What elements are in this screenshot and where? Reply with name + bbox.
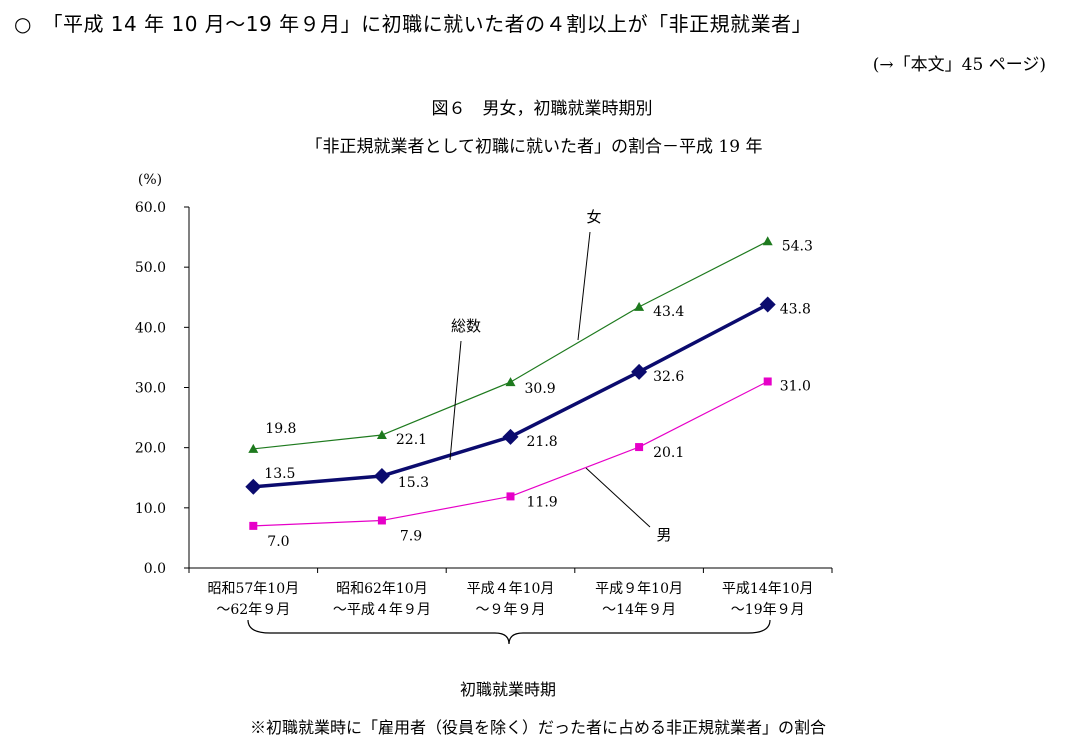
y-tick-label: 20.0 — [135, 441, 166, 457]
figure-title: 図６ 男女，初職就業時期別 — [431, 99, 653, 119]
data-point-marker — [502, 428, 519, 445]
data-label: 11.9 — [527, 494, 558, 510]
data-point-marker — [762, 236, 773, 246]
data-point-marker — [506, 492, 515, 501]
x-tick-label: ～14年９月 — [602, 602, 676, 618]
x-axis-title: 初職就業時期 — [459, 680, 556, 699]
x-tick-label: 平成４年10月 — [467, 581, 555, 597]
footnote: ※初職就業時に「雇用者（役員を除く）だった者に占める非正規就業者」の割合 — [249, 718, 826, 737]
x-tick-label: 平成９年10月 — [595, 581, 683, 597]
data-label: 31.0 — [780, 378, 811, 394]
data-point-marker — [245, 478, 262, 495]
series-line — [253, 302, 769, 489]
data-label: 43.4 — [653, 304, 684, 320]
y-tick-label: 0.0 — [144, 561, 166, 577]
x-tick-label: 昭和57年10月 — [207, 581, 299, 597]
data-point-marker — [634, 301, 645, 311]
line-chart: 0.0 10.0 20.0 30.0 40.0 50.0 60.0 (%) 昭和57年10月 ～6… — [135, 172, 833, 645]
callout-leader-line — [449, 340, 462, 461]
reference-note: (→「本文」45 ページ) — [872, 55, 1046, 75]
data-label: 7.0 — [267, 534, 289, 550]
series-callout-label: 男 — [656, 526, 671, 544]
series-callout-label: 女 — [586, 208, 601, 226]
y-tick-label: 10.0 — [135, 501, 166, 517]
data-label: 21.8 — [527, 434, 558, 450]
data-point-marker — [373, 467, 390, 484]
data-point-marker — [377, 516, 386, 525]
callout-leader-line — [577, 231, 591, 341]
y-tick-label: 30.0 — [135, 381, 166, 397]
y-axis-unit-label: (%) — [138, 172, 162, 188]
x-tick-label: ～平成４年９月 — [333, 602, 431, 618]
y-tick-label: 60.0 — [135, 200, 166, 216]
data-point-marker — [376, 430, 387, 440]
data-point-marker — [248, 443, 259, 453]
data-point-marker — [635, 443, 644, 452]
x-tick-label: ～19年９月 — [731, 602, 805, 618]
category-brace — [247, 619, 771, 645]
data-label: 30.9 — [525, 381, 556, 397]
series-line — [253, 380, 768, 527]
data-point-marker — [631, 363, 648, 380]
data-label: 54.3 — [782, 238, 813, 254]
callout-leader-line — [585, 467, 651, 528]
data-label: 19.8 — [265, 421, 296, 437]
data-label: 43.8 — [780, 301, 811, 317]
x-tick-label: ～９年９月 — [476, 602, 546, 618]
data-label: 13.5 — [264, 466, 295, 482]
data-label: 7.9 — [400, 528, 422, 544]
data-label: 15.3 — [398, 475, 429, 491]
data-point-marker — [759, 296, 776, 313]
y-tick-label: 50.0 — [135, 260, 166, 276]
series-callout-label: 総数 — [451, 317, 481, 335]
x-tick-label: 昭和62年10月 — [336, 581, 428, 597]
data-label: 32.6 — [653, 369, 684, 385]
headline: ○ 「平成 14 年 10 月～19 年９月」に初職に就いた者の４割以上が「非正… — [14, 12, 813, 36]
data-label: 22.1 — [396, 432, 427, 448]
data-point-marker — [505, 377, 516, 387]
data-point-marker — [249, 521, 258, 530]
figure-subtitle: 「非正規就業者として初職に就いた者」の割合－平成 19 年 — [305, 137, 763, 157]
y-tick-label: 40.0 — [135, 320, 166, 336]
data-point-marker — [763, 377, 772, 386]
x-tick-label: 平成14年10月 — [722, 581, 814, 597]
data-label: 20.1 — [653, 445, 684, 461]
x-tick-label: ～62年９月 — [216, 602, 290, 618]
